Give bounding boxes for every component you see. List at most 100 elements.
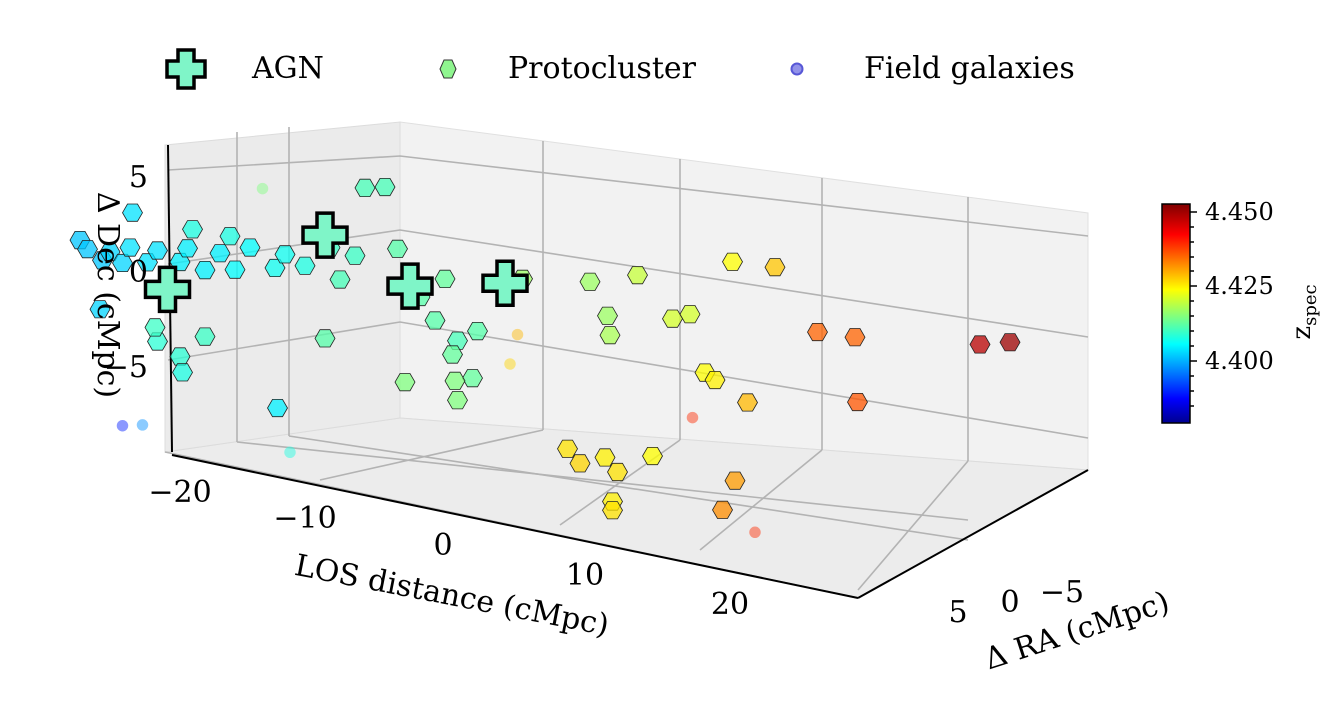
colorbar-gradient	[1161, 203, 1191, 424]
protocluster-point	[467, 321, 488, 341]
colorbar: 4.450 4.425 4.400 zspec	[1161, 198, 1321, 424]
protocluster-point	[294, 256, 316, 275]
protocluster-point	[724, 471, 746, 490]
x-tick-label: 20	[711, 587, 749, 622]
protocluster-point	[679, 305, 701, 324]
protocluster-point	[224, 260, 246, 279]
x-tick-label: 0	[433, 528, 452, 563]
protocluster-point	[442, 345, 463, 364]
side-pane	[164, 121, 401, 453]
protocluster-point	[969, 335, 991, 354]
agn-point	[481, 259, 529, 308]
field-galaxy-point	[511, 328, 524, 341]
x-tick-label: −20	[148, 475, 211, 510]
protocluster-point	[999, 333, 1021, 352]
protocluster-point	[704, 370, 726, 390]
protocluster-point	[182, 220, 203, 239]
field-galaxy-point	[136, 419, 149, 431]
protocluster-point	[642, 446, 663, 466]
legend-item-agn: AGN	[165, 48, 324, 90]
z-tick-label: 0	[129, 255, 148, 290]
protocluster-point	[447, 391, 468, 410]
field-galaxy-point	[256, 182, 269, 195]
legend-item-protocluster: Protocluster	[439, 51, 697, 86]
x-axis-line	[171, 454, 859, 599]
y-axis-line	[857, 469, 1089, 599]
protocluster-point	[119, 238, 141, 257]
y-tick-label: −5	[1040, 575, 1084, 610]
protocluster-point	[194, 260, 216, 280]
protocluster-point	[722, 252, 743, 271]
y-tick-label: 5	[948, 595, 967, 630]
colorbar-ticks	[1190, 211, 1197, 407]
protocluster-point	[329, 270, 351, 289]
protocluster-point	[737, 393, 758, 412]
protocluster-point	[387, 239, 408, 258]
protocluster-point	[267, 398, 288, 418]
protocluster-point	[444, 371, 466, 390]
protocluster-point	[599, 326, 621, 345]
protocluster-point	[447, 331, 468, 350]
protocluster-point	[569, 454, 591, 473]
protocluster-point	[219, 227, 241, 246]
protocluster-point	[314, 329, 336, 348]
field-galaxy-point	[504, 358, 516, 370]
colorbar-tick-label: 4.450	[1205, 198, 1274, 226]
data-markers	[69, 177, 1021, 539]
colorbar-label: zspec	[1287, 284, 1321, 339]
protocluster-point	[147, 241, 168, 260]
protocluster-point	[434, 269, 456, 289]
protocluster-point	[764, 258, 786, 277]
protocluster-point	[147, 332, 168, 351]
z-tick-label: −5	[104, 350, 148, 385]
x-tick-labels: −20 −10 0 10 20	[148, 475, 749, 622]
agn-point	[386, 262, 434, 310]
legend-circle-marker	[790, 62, 804, 76]
legend-item-field: Field galaxies	[790, 51, 1075, 86]
protocluster-point	[172, 363, 193, 382]
field-galaxy-point	[284, 446, 296, 459]
x-tick-label: 10	[566, 558, 604, 593]
x-tick-label: −10	[273, 501, 336, 536]
legend-label: Protocluster	[508, 51, 697, 86]
agn-point	[143, 265, 192, 314]
protocluster-point	[374, 177, 396, 197]
field-galaxy-point	[749, 526, 761, 539]
colorbar-tick-label: 4.425	[1205, 272, 1274, 300]
protocluster-point	[89, 300, 111, 319]
protocluster-point	[77, 240, 98, 259]
field-galaxy-point	[686, 411, 699, 424]
protocluster-point	[807, 322, 828, 342]
z-axis-label: Δ Dec (cMpc)	[90, 192, 125, 398]
protocluster-point	[662, 309, 683, 328]
legend-label: AGN	[251, 51, 324, 86]
protocluster-point	[239, 238, 261, 257]
protocluster-point	[627, 266, 648, 285]
colorbar-tick-label: 4.400	[1205, 347, 1274, 375]
protocluster-point	[557, 439, 578, 458]
field-galaxy-point	[116, 419, 129, 432]
z-tick-labels: 5 0 −5	[104, 160, 148, 385]
protocluster-point	[579, 272, 601, 291]
protocluster-point	[847, 392, 868, 412]
y-tick-label: 0	[1000, 585, 1019, 620]
protocluster-point	[607, 462, 628, 482]
protocluster-point	[177, 239, 198, 258]
protocluster-point	[594, 448, 616, 467]
protocluster-point	[194, 327, 216, 346]
protocluster-point	[354, 178, 376, 198]
protocluster-point	[424, 311, 446, 330]
protocluster-point	[712, 500, 733, 519]
legend: AGN Protocluster Field galaxies	[165, 48, 1075, 90]
legend-hexagon-marker	[439, 59, 457, 79]
z-tick-label: 5	[129, 160, 148, 195]
protocluster-point	[602, 501, 623, 520]
legend-label: Field galaxies	[864, 51, 1075, 86]
protocluster-point	[844, 328, 866, 347]
protocluster-point	[274, 245, 296, 264]
legend-plus-marker	[165, 48, 207, 90]
agn-point	[301, 211, 349, 259]
protocluster-point	[597, 306, 618, 325]
protocluster-point	[394, 373, 416, 392]
